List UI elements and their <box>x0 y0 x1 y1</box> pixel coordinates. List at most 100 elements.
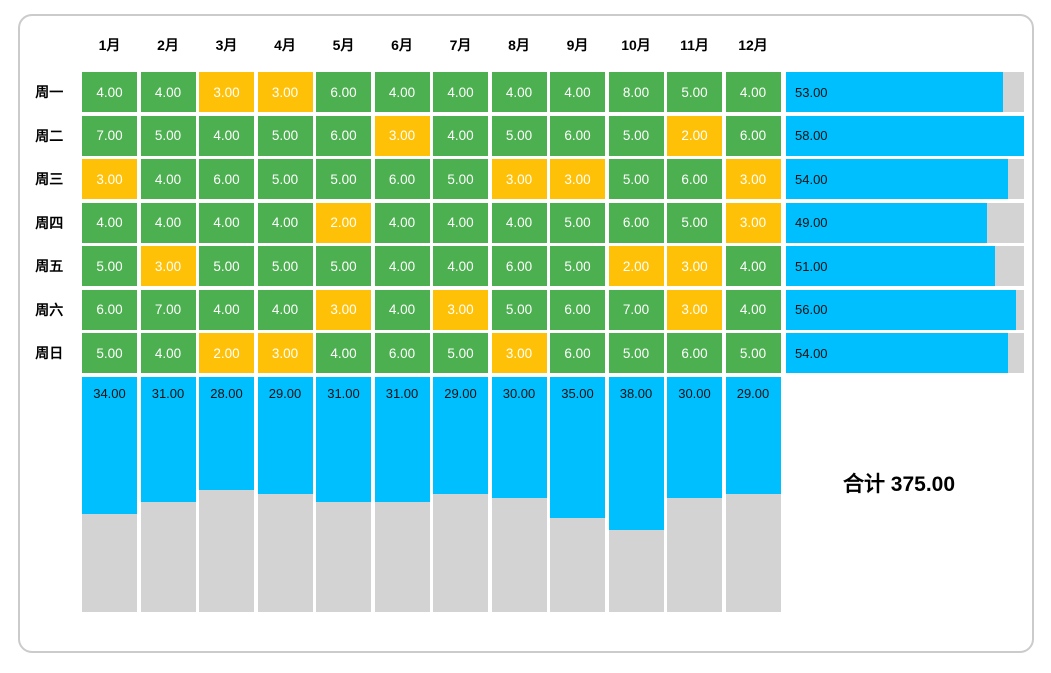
heatmap-cell: 3.00 <box>199 72 254 112</box>
col-total-value: 31.00 <box>385 385 419 401</box>
heatmap-cell: 4.00 <box>433 246 488 286</box>
heatmap-cell: 5.00 <box>667 202 722 243</box>
heatmap-cell: 4.00 <box>140 333 196 373</box>
month-header-10: 10月 <box>621 37 651 54</box>
heatmap-cell: 4.00 <box>725 246 781 286</box>
heatmap-cell: 3.00 <box>491 333 547 373</box>
row-total-bar-fill <box>786 246 996 286</box>
row-total-bar-fill <box>786 72 1004 112</box>
col-total-bar-fill <box>140 376 196 503</box>
heatmap-cell: 6.00 <box>550 289 605 330</box>
row-total-value: 51.00 <box>795 258 828 274</box>
heatmap-cell: 3.00 <box>257 333 313 373</box>
row-total-value: 49.00 <box>795 215 828 230</box>
heatmap-cell: 6.00 <box>550 115 605 156</box>
row-total-value: 53.00 <box>795 84 828 100</box>
row-total-bar-fill <box>786 115 1024 156</box>
heatmap-cell: 5.00 <box>257 159 313 199</box>
col-total-value: 28.00 <box>210 385 243 401</box>
heatmap-cell: 6.00 <box>550 333 605 373</box>
row-total-value: 54.00 <box>795 345 828 361</box>
heatmap-cell: 6.00 <box>725 115 781 156</box>
col-total-bar: 31.00 <box>374 376 430 612</box>
heatmap-cell: 3.00 <box>257 72 313 112</box>
heatmap-cell: 4.00 <box>374 246 430 286</box>
month-header-12: 12月 <box>738 37 768 54</box>
row-total-bar-fill <box>786 289 1016 330</box>
col-total-value: 31.00 <box>327 385 360 401</box>
heatmap-cell: 3.00 <box>667 246 722 286</box>
col-total-bar-fill <box>199 376 254 490</box>
heatmap-cell: 5.00 <box>550 202 605 243</box>
heatmap-cell: 6.00 <box>316 115 371 156</box>
row-total-bar: 56.00 <box>786 289 1024 330</box>
month-header-4: 4月 <box>274 37 296 54</box>
heatmap-cell: 4.00 <box>491 202 547 243</box>
col-total-bar-fill <box>550 376 605 519</box>
heatmap-cell: 4.00 <box>140 159 196 199</box>
heatmap-cell: 5.00 <box>140 115 196 156</box>
heatmap-cell: 5.00 <box>316 246 371 286</box>
col-total-value: 30.00 <box>502 385 536 401</box>
heatmap-cell: 3.00 <box>433 289 488 330</box>
heatmap-cell: 5.00 <box>316 159 371 199</box>
heatmap-cell: 4.00 <box>491 72 547 112</box>
row-total-value: 54.00 <box>795 171 828 187</box>
col-total-bar: 31.00 <box>140 376 196 612</box>
bottom-left-spacer <box>20 377 79 612</box>
heatmap-cell: 2.00 <box>608 246 664 286</box>
heatmap-cell: 4.00 <box>433 72 488 112</box>
heatmap-cell: 5.00 <box>608 333 664 373</box>
heatmap-cell: 5.00 <box>608 159 664 199</box>
heatmap-cell: 5.00 <box>608 115 664 156</box>
heatmap-cell: 2.00 <box>316 202 371 243</box>
col-total-value: 30.00 <box>678 385 711 401</box>
col-total-value: 35.00 <box>561 385 594 401</box>
month-header-9: 9月 <box>566 37 589 54</box>
heatmap-cell: 5.00 <box>82 333 137 373</box>
col-total-bar-fill <box>374 376 430 503</box>
heatmap-cell: 5.00 <box>725 333 781 373</box>
heatmap-cell: 2.00 <box>199 333 254 373</box>
col-total-bar-fill <box>82 376 137 515</box>
col-total-value: 29.00 <box>736 385 770 401</box>
heatmap-cell: 4.00 <box>140 72 196 112</box>
col-total-bar-fill <box>433 376 488 494</box>
heatmap-cell: 4.00 <box>199 115 254 156</box>
chart-card: 1月 2月 3月 4月 5月 6月 7月 8月 9月 10月 11月 12月 周一 4.00 4.00 3.0… <box>18 14 1034 653</box>
weekday-label-2: 周二 <box>35 127 64 144</box>
col-total-bar: 29.00 <box>257 376 313 612</box>
heatmap-cell: 3.00 <box>374 115 430 156</box>
heatmap-cell: 6.00 <box>608 202 664 243</box>
heatmap-cell: 6.00 <box>667 333 722 373</box>
col-total-bar-fill <box>667 376 722 499</box>
heatmap-cell: 3.00 <box>667 289 722 330</box>
row-total-bar: 54.00 <box>786 159 1024 199</box>
heatmap-cell: 4.00 <box>316 333 371 373</box>
heatmap-cell: 3.00 <box>316 289 371 330</box>
col-total-bar: 29.00 <box>433 376 488 612</box>
heatmap-cell: 4.00 <box>433 202 488 243</box>
heatmap-cell: 5.00 <box>433 159 488 199</box>
heatmap-cell: 7.00 <box>82 115 137 156</box>
col-total-bar: 28.00 <box>199 376 254 612</box>
heatmap-cell: 4.00 <box>82 72 137 112</box>
month-header-7: 7月 <box>449 37 472 54</box>
heatmap-cell: 4.00 <box>257 289 313 330</box>
heatmap-cell: 4.00 <box>725 72 781 112</box>
heatmap-cell: 3.00 <box>491 159 547 199</box>
heatmap-cell: 4.00 <box>257 202 313 243</box>
row-total-value: 56.00 <box>795 302 828 317</box>
heatmap-cell: 7.00 <box>608 289 664 330</box>
heatmap-cell: 3.00 <box>82 159 137 199</box>
heatmap-cell: 3.00 <box>550 159 605 199</box>
month-header-11: 11月 <box>680 37 709 54</box>
heatmap-cell: 5.00 <box>667 72 722 112</box>
heatmap-grid: 1月 2月 3月 4月 5月 6月 7月 8月 9月 10月 11月 12月 周一 4.00 4.00 3.0… <box>20 16 1032 612</box>
row-total-bar-fill <box>786 159 1008 199</box>
col-total-bar: 29.00 <box>725 376 781 612</box>
heatmap-cell: 6.00 <box>316 72 371 112</box>
heatmap-cell: 6.00 <box>199 159 254 199</box>
heatmap-cell: 4.00 <box>433 115 488 156</box>
row-total-value: 58.00 <box>795 128 828 143</box>
